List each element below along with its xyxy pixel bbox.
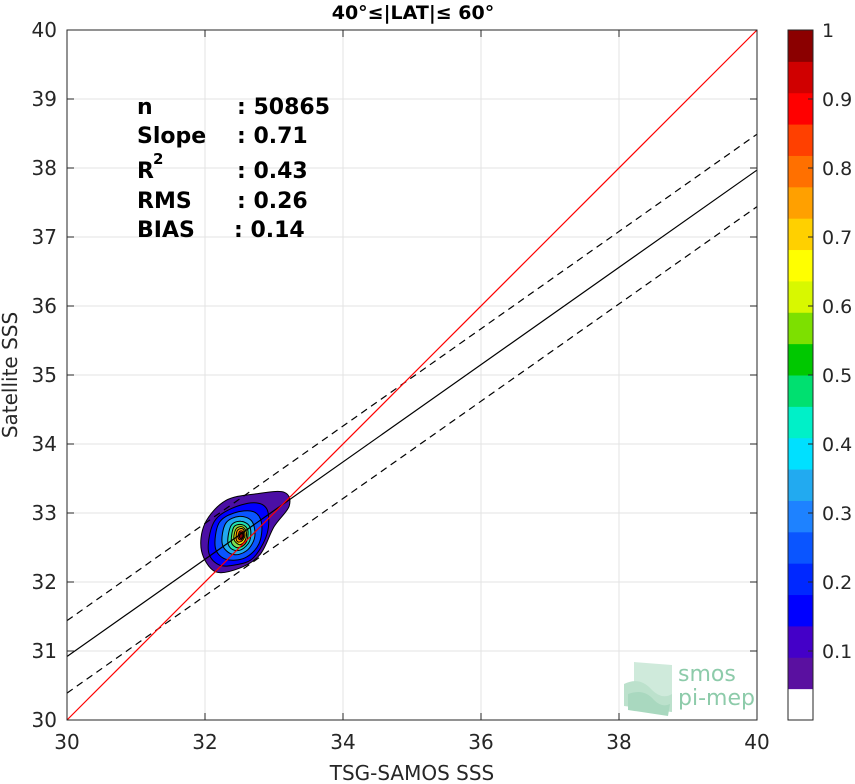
- stat-rms-label: RMS: [137, 189, 192, 214]
- colorbar-segment-8: [788, 437, 813, 470]
- axis-ticks: 30 32 34 36 38 40 30 31 32 33 34 35 36 37 38 39 40: [32, 18, 770, 754]
- colorbar-tick-label-5: 0.6: [822, 296, 852, 318]
- stat-bias-label: BIAS: [137, 218, 195, 243]
- logo-text-line1: smos: [678, 662, 736, 687]
- regression-line: [66, 169, 758, 658]
- stat-n-value: : 50865: [237, 95, 330, 120]
- colorbar-tick-label-1: 0.2: [822, 572, 852, 594]
- one-to-one-line: [66, 29, 758, 721]
- y-tick-label-9: 39: [32, 87, 57, 111]
- y-axis-label: Satellite SSS: [0, 312, 22, 438]
- x-tick-label-1: 32: [192, 730, 217, 754]
- colorbar-segment-15: [788, 218, 813, 251]
- colorbar-tick-label-7: 0.8: [822, 158, 852, 180]
- colorbar-segment-7: [788, 469, 813, 501]
- colorbar-segment-3: [788, 594, 813, 627]
- colorbar-segment-13: [788, 280, 813, 313]
- colorbar-segment-21: [788, 30, 813, 62]
- smos-pi-mep-logo: smos pi-mep: [624, 662, 755, 716]
- stat-r2-label: R: [137, 159, 154, 184]
- y-tick-label-2: 32: [32, 570, 57, 594]
- y-tick-label-7: 37: [32, 225, 57, 249]
- grid: [66, 29, 758, 721]
- logo-text-line2: pi-mep: [678, 686, 755, 711]
- logo-waves-icon: [624, 662, 672, 716]
- colorbar-tick-label-6: 0.7: [822, 227, 852, 249]
- colorbar-segment-14: [788, 249, 813, 282]
- stat-r2-sup: 2: [153, 150, 163, 168]
- colorbar-tick-label-4: 0.5: [822, 365, 852, 387]
- colorbar-segment-12: [788, 312, 813, 345]
- colorbar-tick-label-0: 0.1: [822, 641, 852, 663]
- upper-bound-line: [66, 133, 758, 622]
- y-tick-label-10: 40: [32, 18, 57, 42]
- y-tick-label-0: 30: [32, 708, 57, 732]
- y-tick-label-8: 38: [32, 156, 57, 180]
- y-tick-label-1: 31: [32, 639, 57, 663]
- colorbar-segment-20: [788, 61, 813, 94]
- x-tick-label-3: 36: [468, 730, 493, 754]
- x-tick-label-4: 38: [606, 730, 631, 754]
- y-tick-label-3: 33: [32, 501, 57, 525]
- colorbar-segment-17: [788, 155, 813, 188]
- stat-slope-value: : 0.71: [237, 124, 308, 149]
- stat-slope-label: Slope: [137, 124, 206, 149]
- x-axis-label: TSG-SAMOS SSS: [329, 761, 495, 784]
- fit-lines: [66, 29, 758, 721]
- colorbar-tick-label-8: 0.9: [822, 89, 852, 111]
- y-tick-label-4: 34: [32, 432, 57, 456]
- colorbar-tick-label-9: 1: [822, 20, 834, 42]
- x-tick-label-5: 40: [744, 730, 769, 754]
- stats-box: n : 50865 Slope : 0.71 R 2 : 0.43 RMS : …: [137, 95, 330, 243]
- x-tick-label-0: 30: [54, 730, 79, 754]
- stat-r2-value: : 0.43: [237, 159, 308, 184]
- stat-n-label: n: [137, 95, 153, 120]
- colorbar-segment-19: [788, 92, 813, 125]
- colorbar-segment-18: [788, 124, 813, 156]
- colorbar-segment-6: [788, 500, 813, 533]
- lower-bound-line: [66, 206, 758, 694]
- colorbar-segment-4: [788, 563, 813, 596]
- stat-bias-value: : 0.14: [234, 218, 305, 243]
- density-contours: [200, 490, 291, 574]
- colorbar-segment-9: [788, 406, 813, 439]
- colorbar-segment-10: [788, 375, 813, 407]
- chart-title: 40°≤|LAT|≤ 60°: [332, 2, 495, 24]
- colorbar-tick-label-2: 0.3: [822, 503, 852, 525]
- y-tick-label-6: 36: [32, 294, 57, 318]
- y-tick-label-5: 35: [32, 363, 57, 387]
- colorbar-segment-5: [788, 531, 813, 564]
- x-tick-label-2: 34: [330, 730, 355, 754]
- colorbar-segment-11: [788, 343, 813, 376]
- colorbar-segment-0: [788, 688, 813, 721]
- colorbar-segment-2: [788, 625, 813, 658]
- colorbar: 0.1 0.2 0.3 0.4 0.5 0.6 0.7 0.8 0.9 1: [787, 20, 852, 721]
- stat-rms-value: : 0.26: [237, 189, 308, 214]
- colorbar-tick-label-3: 0.4: [822, 434, 852, 456]
- colorbar-segment-16: [788, 186, 813, 219]
- colorbar-segment-1: [788, 657, 813, 690]
